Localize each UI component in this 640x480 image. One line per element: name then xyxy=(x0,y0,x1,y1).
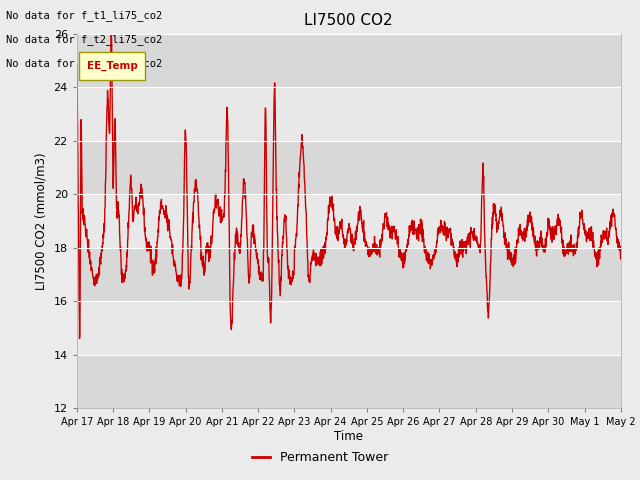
X-axis label: Time: Time xyxy=(334,430,364,443)
Bar xyxy=(77,34,621,87)
Bar xyxy=(77,194,621,248)
Text: EE_Temp: EE_Temp xyxy=(86,61,138,71)
Bar xyxy=(77,355,621,408)
Bar xyxy=(77,301,621,355)
Title: LI7500 CO2: LI7500 CO2 xyxy=(305,13,393,28)
Bar xyxy=(77,87,621,141)
Bar xyxy=(77,248,621,301)
Text: No data for f_t3_li75_co2: No data for f_t3_li75_co2 xyxy=(6,58,163,69)
Legend: Permanent Tower: Permanent Tower xyxy=(246,446,394,469)
Text: No data for f_t2_li75_co2: No data for f_t2_li75_co2 xyxy=(6,34,163,45)
Text: No data for f_t1_li75_co2: No data for f_t1_li75_co2 xyxy=(6,10,163,21)
Y-axis label: LI7500 CO2 (mmol/m3): LI7500 CO2 (mmol/m3) xyxy=(35,152,48,289)
Bar xyxy=(77,141,621,194)
